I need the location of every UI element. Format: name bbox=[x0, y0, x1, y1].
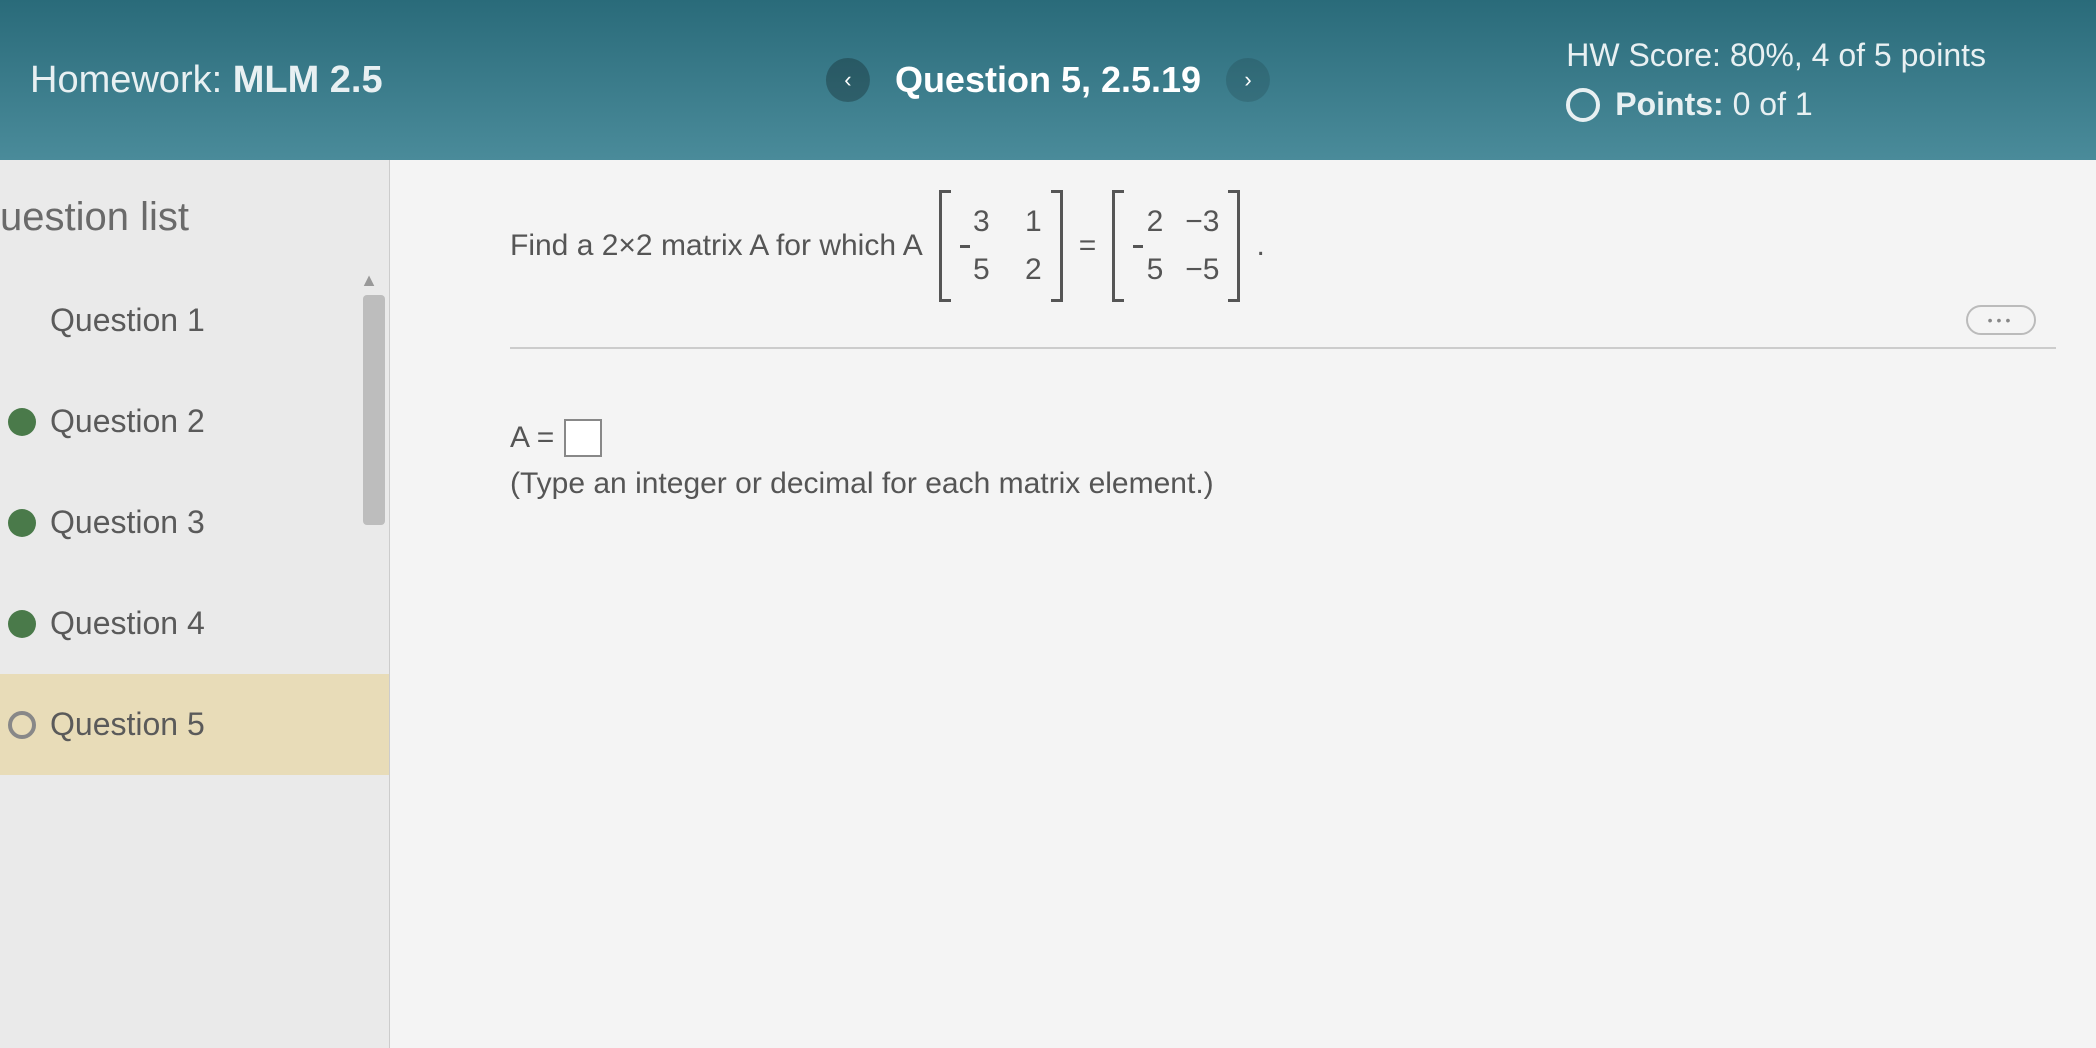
sidebar-item-label: Question 4 bbox=[50, 605, 205, 642]
hw-score-label: HW Score: bbox=[1566, 37, 1721, 73]
sidebar-item-q5[interactable]: Question 5 bbox=[0, 674, 389, 775]
m: 5 bbox=[960, 246, 990, 294]
sidebar-item-q4[interactable]: Question 4 bbox=[0, 573, 389, 674]
question-label: Question 5, 2.5.19 bbox=[895, 59, 1201, 101]
hw-score: HW Score: 80%, 4 of 5 points bbox=[1566, 37, 1986, 74]
m: 1 bbox=[1012, 198, 1042, 246]
score-block: HW Score: 80%, 4 of 5 points Points: 0 o… bbox=[1566, 37, 2066, 123]
more-options-button[interactable]: ••• bbox=[1966, 305, 2036, 335]
m: 2 bbox=[1012, 246, 1042, 294]
answer-input[interactable] bbox=[564, 419, 602, 457]
homework-title: Homework: MLM 2.5 bbox=[30, 59, 383, 102]
sidebar-title: uestion list bbox=[0, 160, 389, 270]
status-complete-icon bbox=[8, 509, 36, 537]
sidebar-item-q1[interactable]: Question 1 bbox=[0, 270, 389, 371]
next-question-button[interactable]: › bbox=[1226, 58, 1270, 102]
status-open-icon bbox=[8, 711, 36, 739]
sidebar-item-label: Question 3 bbox=[50, 504, 205, 541]
sidebar-item-q3[interactable]: Question 3 bbox=[0, 472, 389, 573]
main-content: Find a 2×2 matrix A for which A 31 52 = … bbox=[390, 160, 2096, 1048]
m: 3 bbox=[960, 198, 990, 246]
points-value: 0 of 1 bbox=[1733, 86, 1813, 122]
matrix-right: 2 −3 5 −5 bbox=[1112, 190, 1240, 302]
answer-area: A = (Type an integer or decimal for each… bbox=[510, 419, 2056, 501]
points-label: Points: bbox=[1615, 86, 1723, 122]
status-complete-icon bbox=[8, 610, 36, 638]
m: −5 bbox=[1185, 246, 1219, 294]
divider bbox=[510, 347, 2056, 349]
matrix-left: 31 52 bbox=[939, 190, 1063, 302]
body: uestion list ▲ Question 1 Question 2 Que… bbox=[0, 160, 2096, 1048]
answer-lhs: A = bbox=[510, 421, 554, 455]
m: −3 bbox=[1185, 198, 1219, 246]
problem-statement: Find a 2×2 matrix A for which A 31 52 = … bbox=[510, 190, 2056, 302]
points-status-icon bbox=[1566, 88, 1600, 122]
period: . bbox=[1256, 229, 1264, 263]
answer-hint: (Type an integer or decimal for each mat… bbox=[510, 467, 2056, 501]
hw-score-value: 80%, 4 of 5 points bbox=[1730, 37, 1986, 73]
m: 2 bbox=[1133, 198, 1163, 246]
points-line: Points: 0 of 1 bbox=[1566, 86, 1986, 123]
prompt-text: Find a 2×2 matrix A for which A bbox=[510, 229, 923, 263]
sidebar-item-label: Question 1 bbox=[50, 302, 205, 339]
m: 5 bbox=[1133, 246, 1163, 294]
ellipsis-icon: ••• bbox=[1988, 312, 2015, 328]
status-complete-icon bbox=[8, 408, 36, 436]
prev-question-button[interactable]: ‹ bbox=[826, 58, 870, 102]
homework-prefix: Homework: bbox=[30, 59, 233, 101]
sidebar-item-q2[interactable]: Question 2 bbox=[0, 371, 389, 472]
sidebar-item-label: Question 5 bbox=[50, 706, 205, 743]
sidebar-item-label: Question 2 bbox=[50, 403, 205, 440]
question-list-sidebar: uestion list ▲ Question 1 Question 2 Que… bbox=[0, 160, 390, 1048]
equals-sign: = bbox=[1079, 229, 1097, 263]
question-nav: ‹ Question 5, 2.5.19 › bbox=[826, 58, 1270, 102]
header-bar: Homework: MLM 2.5 ‹ Question 5, 2.5.19 ›… bbox=[0, 0, 2096, 160]
answer-line: A = bbox=[510, 419, 2056, 457]
homework-name: MLM 2.5 bbox=[233, 59, 383, 101]
